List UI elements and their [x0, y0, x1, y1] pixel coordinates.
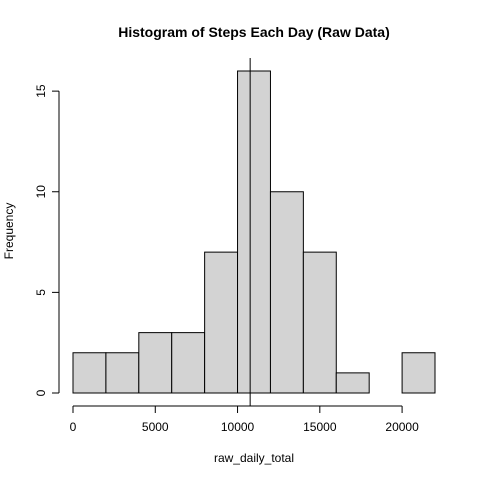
- histogram-bar-3: [171, 332, 206, 394]
- bars-group: [72, 70, 436, 394]
- histogram-bar-2: [138, 332, 173, 394]
- x-axis-label: raw_daily_total: [214, 451, 294, 465]
- x-tick-label-3: 15000: [303, 420, 337, 434]
- histogram-bar-0: [72, 352, 107, 394]
- y-tick-label-0: 0: [34, 389, 48, 396]
- y-axis-label: Frequency: [2, 203, 16, 260]
- histogram-bar-4: [204, 251, 239, 394]
- y-tick-label-2: 10: [34, 185, 48, 199]
- x-tick-label-0: 0: [70, 420, 77, 434]
- x-tick-label-2: 10000: [221, 420, 255, 434]
- histogram-bar-5: [237, 70, 271, 394]
- y-axis: 0 5 10 15: [34, 84, 60, 396]
- y-tick-label-3: 15: [34, 84, 48, 98]
- histogram-bar-1: [105, 352, 140, 394]
- y-tick-label-1: 5: [34, 289, 48, 296]
- x-axis: 0 5000 10000 15000 20000: [70, 405, 419, 434]
- histogram-bar-7: [302, 251, 337, 394]
- chart-title: Histogram of Steps Each Day (Raw Data): [118, 24, 390, 40]
- histogram-bar-8: [335, 372, 370, 394]
- x-tick-label-1: 5000: [142, 420, 169, 434]
- x-tick-label-4: 20000: [385, 420, 419, 434]
- histogram-bar-10: [401, 352, 436, 394]
- histogram-bar-6: [269, 191, 304, 394]
